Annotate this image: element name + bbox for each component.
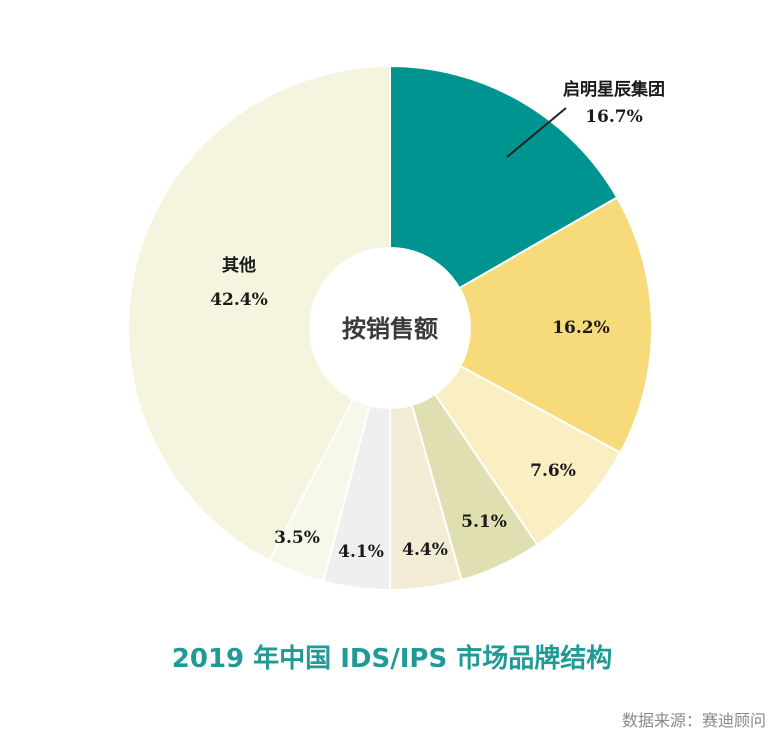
slice-name-label-8: 其他 (222, 255, 256, 276)
chart-title: 2019 年中国 IDS/IPS 市场品牌结构 (171, 644, 613, 674)
center-label: 按销售额 (342, 315, 438, 343)
pie-slice-1 (389, 64, 619, 330)
pie-slice-8 (127, 64, 391, 563)
pie-slice-2 (387, 196, 653, 455)
slice-labels: 启明星辰集团 16.7% 16.2% 7.6% 5.1% 4.4% 4.1% 3.5% 其他 42… (210, 79, 665, 562)
slice-value-label-6: 4.1% (338, 542, 384, 562)
donut-hole (309, 247, 471, 409)
slice-value-label-4: 5.1% (461, 512, 507, 532)
leader-line-qiming (506, 107, 567, 158)
slice-value-label-7: 3.5% (274, 528, 320, 548)
slice-value-label-8: 42.4% (210, 290, 268, 310)
slice-value-label-2: 16.2% (552, 318, 610, 338)
data-source: 数据来源：赛迪顾问 (621, 711, 766, 730)
slice-name-label-1: 启明星辰集团 (563, 79, 665, 100)
slice-value-label-1: 16.7% (585, 107, 643, 127)
slice-value-label-5: 4.4% (402, 540, 448, 560)
slice-value-label-3: 7.6% (530, 461, 576, 481)
